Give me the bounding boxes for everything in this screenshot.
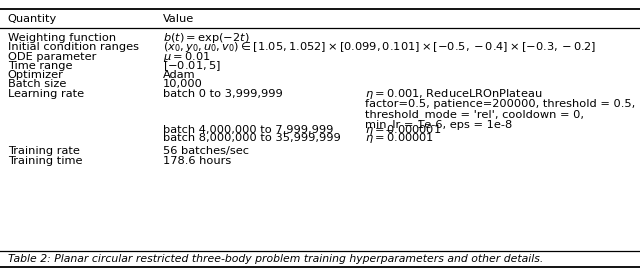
Text: Training time: Training time [8,156,82,166]
Text: Adam: Adam [163,70,196,80]
Text: Time range: Time range [8,60,72,71]
Text: Optimizer: Optimizer [8,70,63,80]
Text: $\eta = 0.000001$: $\eta = 0.000001$ [365,123,441,137]
Text: Learning rate: Learning rate [8,89,84,99]
Text: Training rate: Training rate [8,146,79,156]
Text: Initial condition ranges: Initial condition ranges [8,42,139,52]
Text: Quantity: Quantity [8,14,57,24]
Text: Value: Value [163,14,195,24]
Text: 178.6 hours: 178.6 hours [163,156,232,166]
Text: min_lr = 1e-6, eps = 1e-8: min_lr = 1e-6, eps = 1e-8 [365,119,512,130]
Text: $b(t) = \exp(-2t)$: $b(t) = \exp(-2t)$ [163,31,250,45]
Text: Batch size: Batch size [8,79,66,89]
Text: $\eta = 0.00001$: $\eta = 0.00001$ [365,131,434,145]
Text: factor=0.5, patience=200000, threshold = 0.5,: factor=0.5, patience=200000, threshold =… [365,99,635,109]
Text: $\mu = 0.01$: $\mu = 0.01$ [163,50,211,64]
Text: batch 4,000,000 to 7,999,999: batch 4,000,000 to 7,999,999 [163,124,333,135]
Text: $\eta = 0.001$, ReduceLROnPlateau: $\eta = 0.001$, ReduceLROnPlateau [365,87,543,101]
Text: threshold_mode = 'rel', cooldown = 0,: threshold_mode = 'rel', cooldown = 0, [365,109,584,120]
Text: $[-0.01, 5]$: $[-0.01, 5]$ [163,59,221,73]
Text: 10,000: 10,000 [163,79,203,89]
Text: batch 0 to 3,999,999: batch 0 to 3,999,999 [163,89,283,99]
Text: batch 8,000,000 to 35,999,999: batch 8,000,000 to 35,999,999 [163,133,341,143]
Text: ODE parameter: ODE parameter [8,52,96,62]
Text: Table 2: Planar circular restricted three-body problem training hyperparameters : Table 2: Planar circular restricted thre… [8,254,543,264]
Text: $(x_0, y_0, u_0, v_0) \in [1.05, 1.052] \times [0.099, 0.101] \times [-0.5, -0.4: $(x_0, y_0, u_0, v_0) \in [1.05, 1.052] … [163,40,596,54]
Text: Weighting function: Weighting function [8,33,116,43]
Text: 56 batches/sec: 56 batches/sec [163,146,249,156]
